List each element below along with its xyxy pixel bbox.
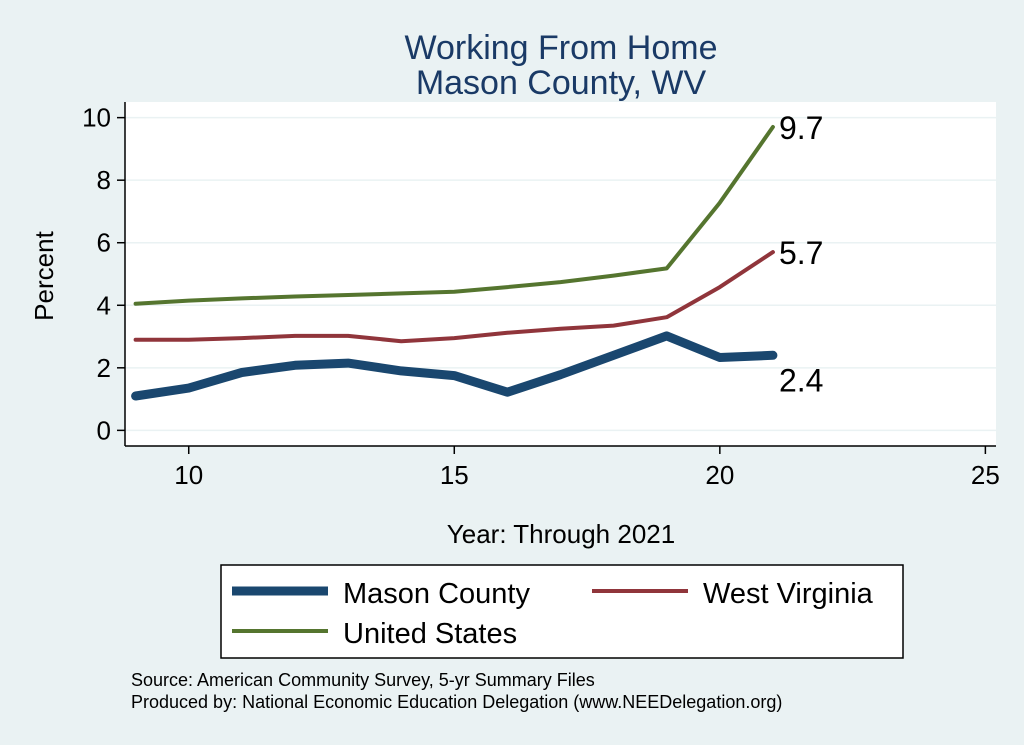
x-tick-label: 10: [174, 460, 203, 490]
y-tick-label: 0: [97, 415, 111, 445]
x-tick-label: 20: [705, 460, 734, 490]
plot-region: [125, 102, 996, 446]
legend-label-mason-county: Mason County: [343, 578, 530, 610]
end-label-west-virginia: 5.7: [779, 235, 823, 271]
end-label-united-states: 9.7: [779, 110, 823, 146]
y-tick-label: 2: [97, 353, 111, 383]
series-line-west-virginia: [133, 250, 775, 344]
source-note: Source: American Community Survey, 5-yr …: [131, 670, 595, 690]
series-line-mason-county: [131, 331, 778, 401]
legend-label-united-states: United States: [343, 618, 517, 650]
legend-label-west-virginia: West Virginia: [703, 578, 874, 610]
x-tick-label: 25: [971, 460, 1000, 490]
y-tick-label: 4: [97, 290, 111, 320]
end-label-mason-county: 2.4: [779, 362, 823, 398]
y-axis-title: Percent: [29, 230, 59, 320]
x-tick-label: 15: [440, 460, 469, 490]
chart-title-line-1: Working From Home: [405, 29, 718, 67]
y-tick-label: 10: [82, 103, 111, 133]
series-line-united-states: [133, 125, 775, 306]
x-axis-title: Year: Through 2021: [447, 519, 675, 549]
axes: 0 2 4 6 8 10 10 15 20 25: [82, 102, 1000, 490]
chart-title-line-2: Mason County, WV: [416, 64, 707, 102]
legend-box: [220, 564, 904, 659]
producer-note: Produced by: National Economic Education…: [131, 692, 782, 712]
y-tick-label: 6: [97, 228, 111, 258]
end-labels: 2.4 5.7 9.7: [779, 110, 823, 398]
legend: Mason County West Virginia United States: [220, 564, 904, 659]
y-tick-label: 8: [97, 165, 111, 195]
series-lines: [131, 125, 778, 401]
